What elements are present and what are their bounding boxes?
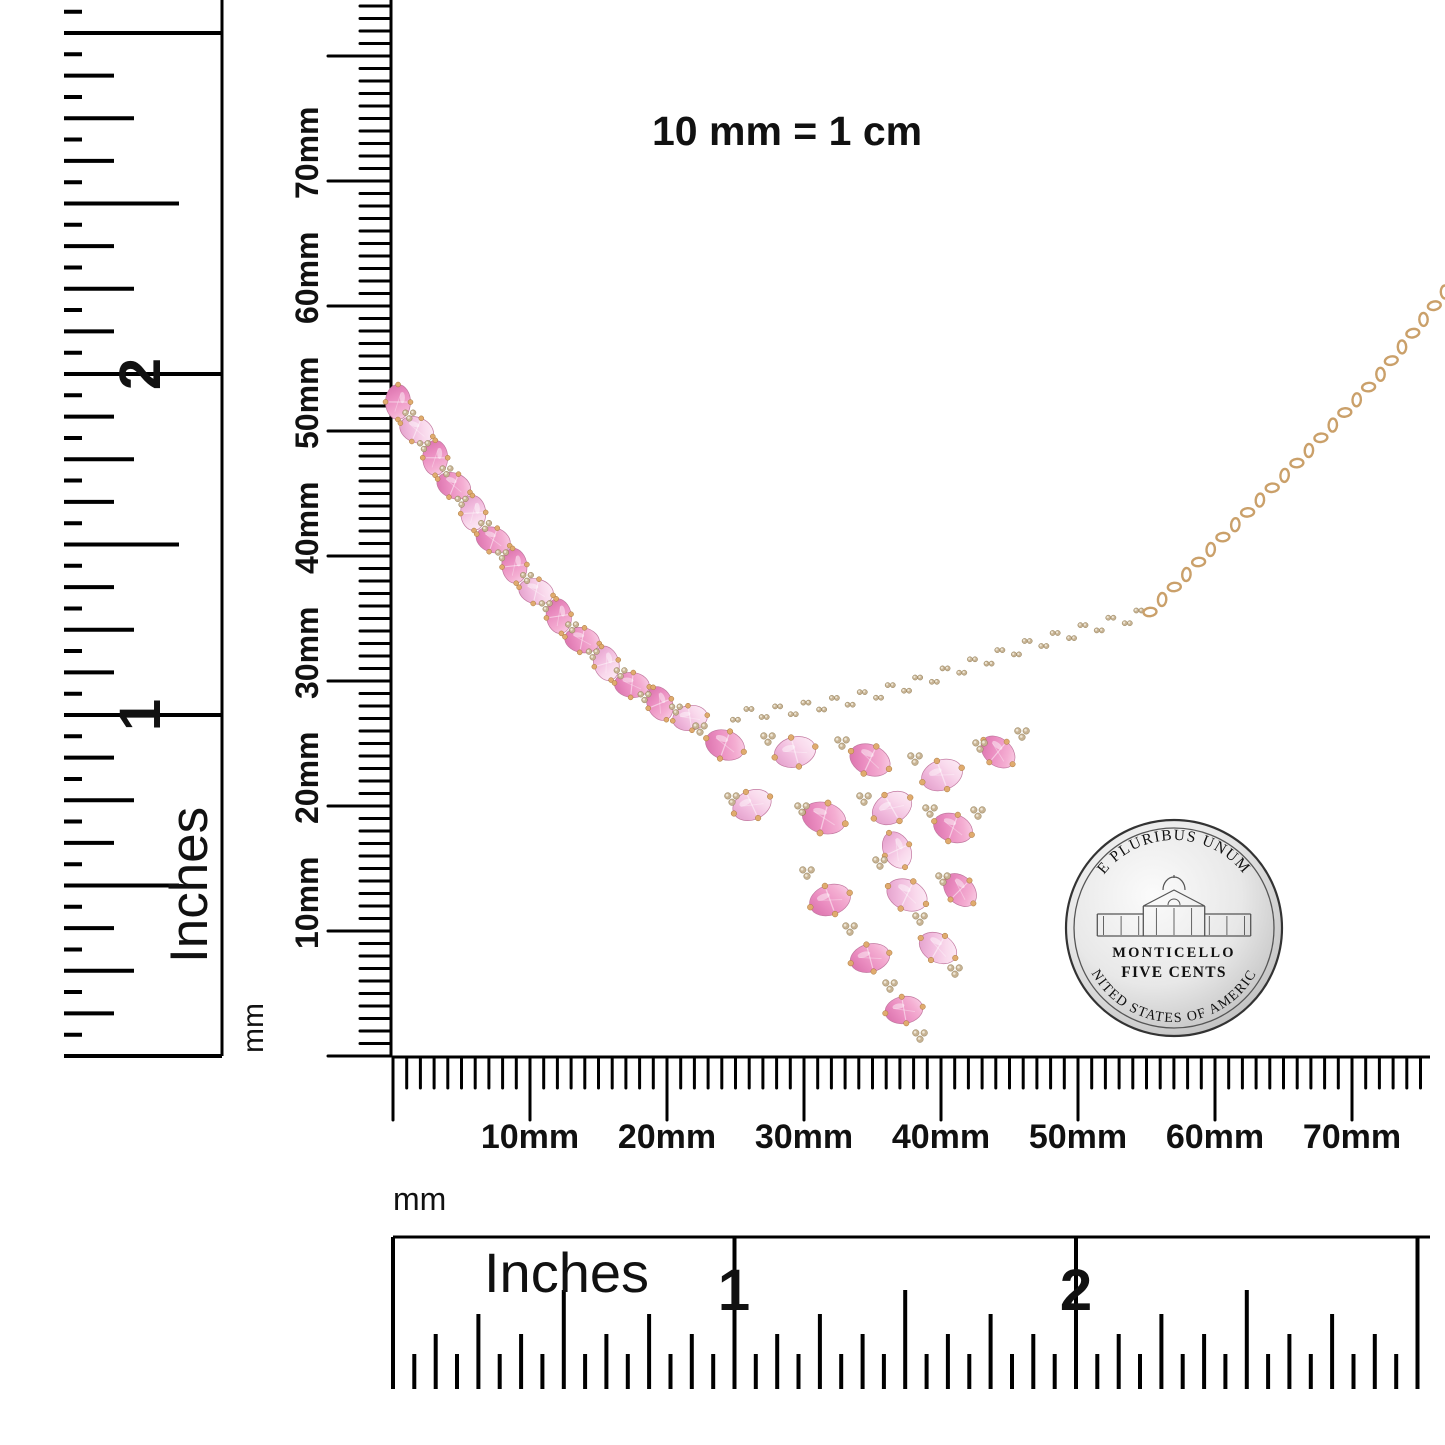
svg-text:40mm: 40mm (289, 482, 325, 575)
svg-text:10mm: 10mm (289, 857, 325, 950)
svg-text:50mm: 50mm (289, 357, 325, 450)
svg-text:30mm: 30mm (755, 1118, 853, 1156)
svg-text:1: 1 (718, 1258, 750, 1323)
svg-text:2: 2 (1060, 1258, 1092, 1323)
svg-text:40mm: 40mm (892, 1118, 990, 1156)
svg-text:30mm: 30mm (289, 607, 325, 700)
svg-text:20mm: 20mm (289, 732, 325, 825)
svg-text:mm: mm (237, 1003, 270, 1053)
svg-text:1: 1 (108, 699, 173, 731)
svg-text:70mm: 70mm (1303, 1118, 1401, 1156)
svg-text:50mm: 50mm (1029, 1118, 1127, 1156)
svg-text:FIVE CENTS: FIVE CENTS (1121, 964, 1227, 981)
svg-text:10 mm = 1 cm: 10 mm = 1 cm (652, 108, 922, 154)
svg-text:20mm: 20mm (618, 1118, 716, 1156)
svg-text:70mm: 70mm (289, 107, 325, 200)
svg-text:2: 2 (108, 358, 173, 390)
svg-text:Inches: Inches (160, 807, 219, 963)
svg-text:60mm: 60mm (289, 232, 325, 325)
svg-text:60mm: 60mm (1166, 1118, 1264, 1156)
svg-text:10mm: 10mm (481, 1118, 579, 1156)
svg-text:Inches: Inches (484, 1241, 649, 1304)
svg-text:mm: mm (393, 1181, 446, 1217)
svg-text:MONTICELLO: MONTICELLO (1112, 945, 1236, 961)
